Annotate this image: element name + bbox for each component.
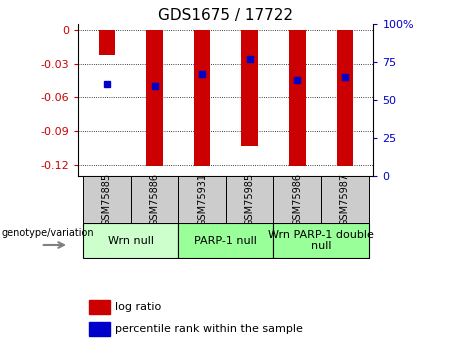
FancyBboxPatch shape — [83, 223, 178, 258]
Text: GSM75986: GSM75986 — [292, 173, 302, 226]
Bar — [89, 300, 110, 314]
FancyBboxPatch shape — [321, 176, 369, 223]
Text: GSM75886: GSM75886 — [149, 173, 160, 226]
FancyBboxPatch shape — [226, 176, 273, 223]
FancyBboxPatch shape — [178, 176, 226, 223]
Bar — [89, 322, 110, 336]
Title: GDS1675 / 17722: GDS1675 / 17722 — [159, 8, 293, 23]
Text: Wrn null: Wrn null — [108, 236, 154, 246]
FancyBboxPatch shape — [273, 223, 369, 258]
FancyBboxPatch shape — [83, 176, 131, 223]
Text: log ratio: log ratio — [115, 302, 161, 312]
Bar — [146, 30, 163, 166]
FancyBboxPatch shape — [178, 223, 273, 258]
Text: Wrn PARP-1 double
null: Wrn PARP-1 double null — [268, 230, 374, 252]
Text: GSM75985: GSM75985 — [245, 173, 254, 226]
Bar — [337, 30, 353, 166]
Text: percentile rank within the sample: percentile rank within the sample — [115, 324, 303, 334]
Bar — [242, 30, 258, 146]
Bar — [289, 30, 306, 166]
Text: GSM75931: GSM75931 — [197, 173, 207, 226]
Text: genotype/variation: genotype/variation — [1, 228, 94, 238]
Bar — [194, 30, 210, 166]
Bar — [99, 30, 115, 55]
Text: GSM75987: GSM75987 — [340, 173, 350, 226]
FancyBboxPatch shape — [131, 176, 178, 223]
Text: PARP-1 null: PARP-1 null — [195, 236, 257, 246]
FancyBboxPatch shape — [273, 176, 321, 223]
Text: GSM75885: GSM75885 — [102, 173, 112, 226]
